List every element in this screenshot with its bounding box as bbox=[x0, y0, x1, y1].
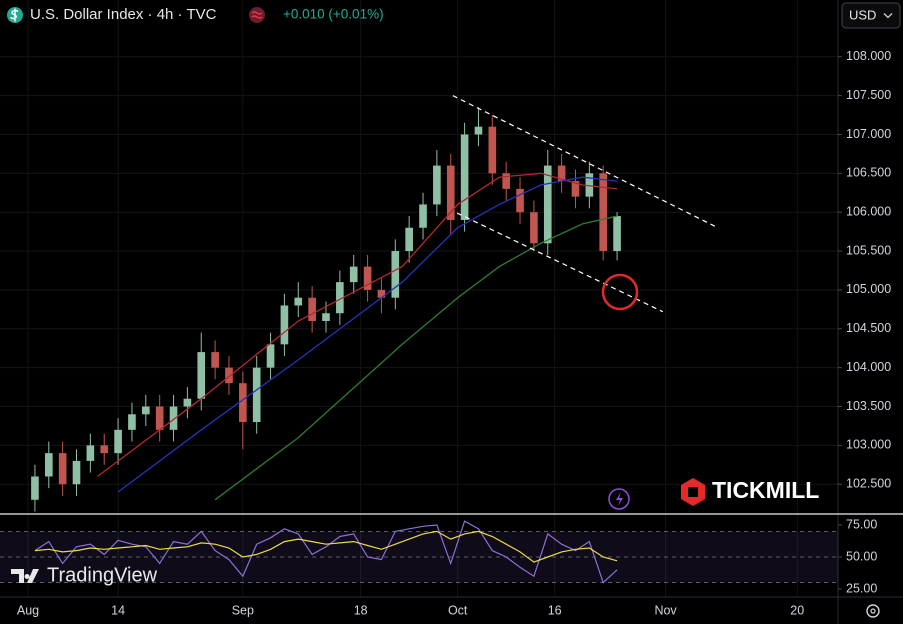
y-tick-label: 107.500 bbox=[846, 88, 891, 102]
candle-body bbox=[308, 297, 316, 322]
candle-body bbox=[446, 165, 455, 220]
trendline bbox=[452, 95, 716, 227]
y-tick-label: 105.500 bbox=[846, 243, 891, 257]
candle-body bbox=[141, 406, 150, 415]
candle-body bbox=[72, 460, 81, 485]
exchange-icon bbox=[249, 7, 265, 23]
candle-body bbox=[225, 367, 233, 384]
candle-body bbox=[405, 227, 413, 252]
y-tick-label: 106.500 bbox=[846, 166, 891, 180]
candle-body bbox=[44, 453, 53, 477]
candle-body bbox=[391, 251, 400, 298]
highlight-circle bbox=[601, 273, 639, 311]
moving-average bbox=[117, 176, 618, 493]
y-tick-label: 108.000 bbox=[846, 49, 891, 63]
y-tick-label: 103.500 bbox=[846, 399, 891, 413]
exchange-icon-glyph bbox=[251, 11, 263, 19]
candle-body bbox=[349, 266, 358, 283]
candle-body bbox=[488, 126, 497, 174]
price-pane bbox=[31, 95, 716, 512]
currency-chevron bbox=[883, 13, 893, 19]
candle-body bbox=[585, 173, 594, 197]
settings-button-center bbox=[870, 608, 876, 614]
candle-body bbox=[460, 134, 469, 220]
candle-body bbox=[294, 297, 303, 306]
broker-name: TICKMILL bbox=[712, 477, 819, 503]
candle-body bbox=[474, 126, 483, 135]
x-tick-label: Oct bbox=[448, 603, 468, 617]
currency-button[interactable] bbox=[841, 2, 901, 29]
candle-body bbox=[419, 204, 427, 228]
candle-body bbox=[377, 289, 386, 298]
chart-title: U.S. Dollar Index · 4h · TVC bbox=[30, 6, 217, 23]
y-tick-label: 102.500 bbox=[846, 477, 891, 491]
candle-body bbox=[239, 383, 247, 423]
candle-body bbox=[599, 173, 608, 252]
rsi-pane bbox=[0, 520, 838, 584]
candle-body bbox=[502, 173, 510, 189]
x-tick-label: Sep bbox=[232, 603, 254, 617]
candle-body bbox=[530, 212, 538, 244]
candle-body bbox=[571, 181, 580, 197]
grid bbox=[0, 0, 838, 597]
axes: 102.500 103.000 103.500 104.000 104.500 105.0… bbox=[17, 49, 891, 617]
y-tick-label: 107.000 bbox=[846, 127, 891, 141]
price-change: +0.010 (+0.01%) bbox=[283, 7, 384, 22]
candle-body bbox=[322, 313, 330, 322]
candle-body bbox=[100, 445, 109, 454]
moving-average bbox=[214, 215, 618, 501]
y-tick-label: 104.500 bbox=[846, 321, 891, 335]
x-tick-label: 20 bbox=[790, 603, 804, 617]
candle-body bbox=[363, 266, 372, 290]
candle-body bbox=[211, 352, 219, 368]
candle-body bbox=[58, 453, 67, 485]
broker-logo-inner bbox=[688, 487, 698, 497]
candle-body bbox=[543, 165, 552, 244]
y-tick-label: 104.000 bbox=[846, 360, 891, 374]
y-tick-label: 103.000 bbox=[846, 438, 891, 452]
rsi-line bbox=[34, 520, 618, 584]
candle-body bbox=[516, 188, 524, 213]
candle-body bbox=[128, 414, 136, 430]
candle-body bbox=[280, 305, 289, 345]
x-tick-label: 16 bbox=[548, 603, 562, 617]
y-tick-label: 50.00 bbox=[846, 549, 877, 563]
candle-body bbox=[613, 216, 621, 252]
candle-body bbox=[252, 367, 261, 423]
rsi-line bbox=[34, 530, 618, 563]
trendline bbox=[456, 212, 664, 313]
symbol-icon-glyph bbox=[10, 8, 19, 22]
candle-body bbox=[183, 398, 192, 407]
x-tick-label: Aug bbox=[17, 603, 39, 617]
settings-button[interactable] bbox=[866, 604, 880, 618]
currency-label[interactable]: USD bbox=[849, 7, 876, 22]
candle-body bbox=[557, 165, 566, 182]
candle-body bbox=[155, 406, 164, 430]
events-icon[interactable] bbox=[608, 488, 630, 510]
candle-body bbox=[169, 406, 178, 430]
watermark-text: TradingView bbox=[47, 564, 158, 586]
watermark-logo bbox=[11, 569, 39, 583]
candle-body bbox=[433, 165, 441, 205]
x-tick-label: Nov bbox=[654, 603, 677, 617]
candle-body bbox=[114, 429, 122, 454]
events-icon-glyph bbox=[616, 492, 623, 506]
candle-body bbox=[336, 282, 344, 314]
x-tick-label: 14 bbox=[111, 603, 125, 617]
y-tick-label: 106.000 bbox=[846, 204, 891, 218]
candle-body bbox=[266, 344, 275, 368]
candle-body bbox=[197, 352, 206, 399]
moving-average bbox=[96, 172, 618, 478]
y-tick-label: 25.00 bbox=[846, 581, 877, 595]
candle-body bbox=[86, 445, 95, 461]
candle-body bbox=[31, 476, 39, 500]
x-tick-label: 18 bbox=[354, 603, 368, 617]
y-tick-label: 75.00 bbox=[846, 517, 877, 531]
y-tick-label: 105.000 bbox=[846, 282, 891, 296]
